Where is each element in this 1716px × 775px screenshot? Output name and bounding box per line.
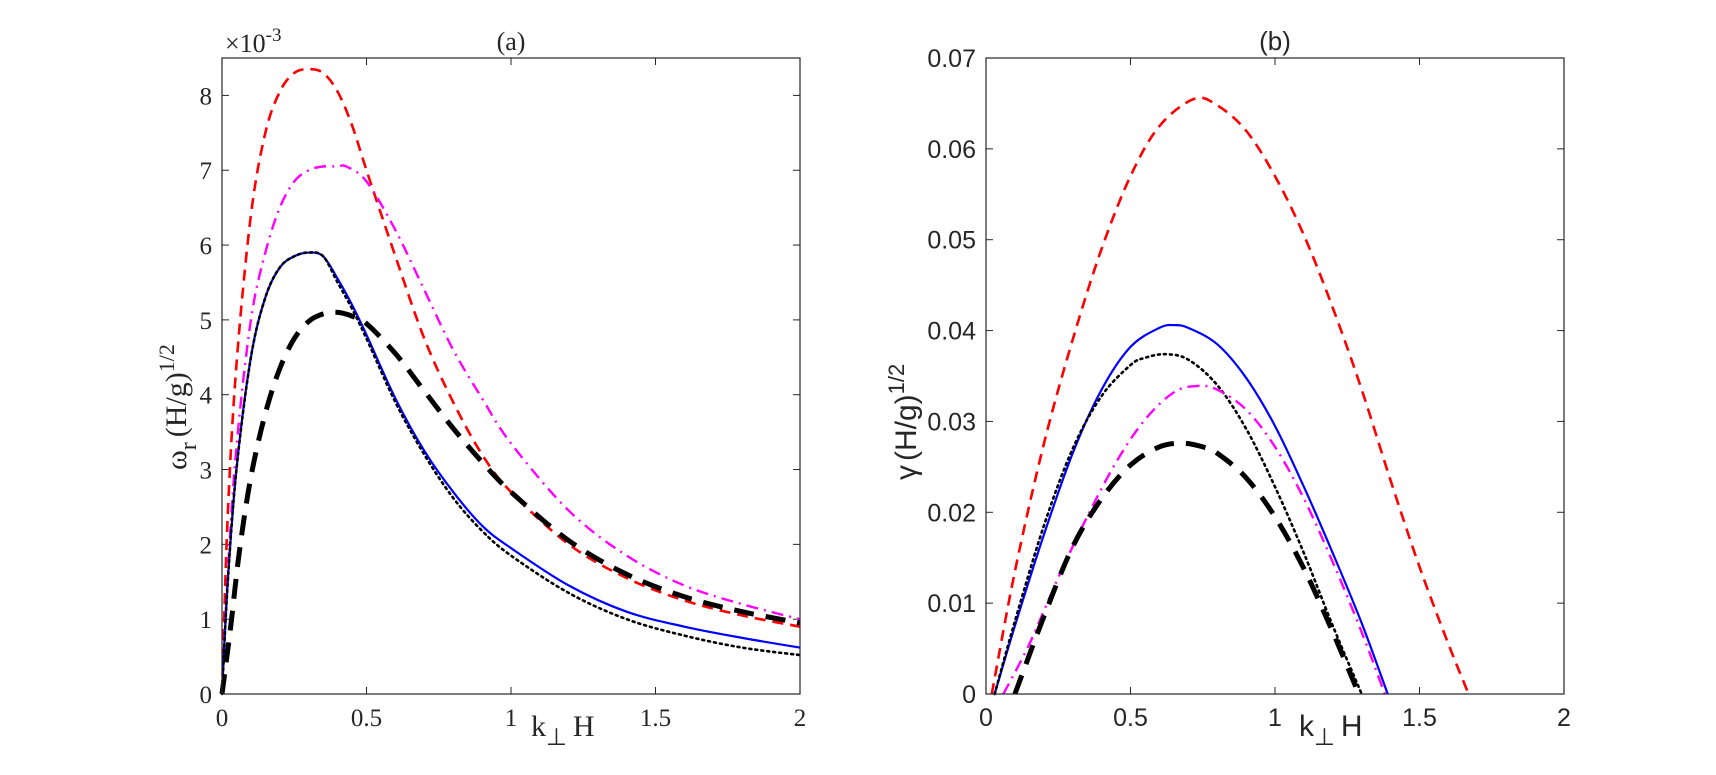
panel-b: 0 0.5 1 1.5 2 0 0.01 0.02 0.03 0.04 0.05 0.06 0.07 (…: [884, 26, 1571, 751]
y-tick-label: 0.02: [927, 499, 976, 527]
series-line-blue-solid: [220, 251, 801, 695]
x-tick-label: 0: [216, 705, 229, 732]
x-tick-label: 2: [1557, 704, 1571, 732]
y-tick-label: 4: [200, 383, 213, 410]
x-tick-label: 0.5: [1113, 704, 1148, 732]
panel-b-axes-box: [985, 57, 1565, 695]
y-tick-label: 0.04: [927, 318, 976, 346]
series-line-black-dotted: [220, 251, 802, 696]
series-line-black-thick-dashed: [219, 309, 801, 695]
y-tick-label: 0.01: [927, 590, 976, 618]
panel-b-xlabel: k⊥ H: [1299, 710, 1363, 751]
panel-b-ticks: [985, 57, 1565, 695]
series-line-black-dotted: [993, 352, 1363, 696]
panel-b-ylabel: γ(H/g)1/2: [884, 364, 923, 480]
panel-a-axes-box: [221, 57, 801, 695]
y-tick-label: 0.06: [927, 136, 976, 164]
series-line-blue-solid: [993, 323, 1389, 695]
panel-a-ylabel: ωr(H/g)1/2: [154, 344, 202, 470]
y-tick-label: 0: [962, 681, 976, 709]
panel-a-tick-labels: 0 0.5 1 1.5 2 0 1 2 3 4 5 6 7 8: [200, 83, 807, 732]
x-tick-label: 1.5: [1402, 704, 1437, 732]
y-tick-label: 2: [200, 532, 213, 559]
series-line-magenta-dashdot: [220, 164, 801, 695]
y-tick-label: 0: [200, 682, 213, 709]
y-tick-label: 5: [200, 308, 213, 335]
panel-a-xlabel: k⊥ H: [531, 710, 595, 751]
y-tick-label: 1: [200, 607, 213, 634]
panel-b-series: [990, 96, 1470, 696]
series-line-red-dashed: [990, 96, 1470, 695]
series-line-magenta-dashdot: [1002, 384, 1386, 695]
y-tick-label: 0.03: [927, 408, 976, 436]
series-line-black-thick-dashed: [1012, 440, 1362, 695]
panel-a-series: [219, 67, 802, 696]
panel-a: 0 0.5 1 1.5 2 0 1 2 3 4 5 6 7 8 (a) ×10-3 k⊥ H ωr(H/g)…: [154, 25, 806, 751]
y-tick-label: 6: [200, 233, 213, 260]
x-tick-label: 2: [794, 705, 807, 732]
x-tick-label: 1.5: [640, 705, 671, 732]
y-tick-label: 0.05: [927, 227, 976, 255]
series-line-red-dashed: [220, 67, 801, 695]
panel-b-tick-labels: 0 0.5 1 1.5 2 0 0.01 0.02 0.03 0.04 0.05 0.06 0.07: [927, 45, 1571, 732]
y-tick-label: 7: [200, 158, 213, 185]
panel-a-exponent: ×10-3: [225, 25, 282, 58]
y-tick-label: 0.07: [927, 45, 976, 73]
panel-b-title: (b): [1259, 26, 1291, 56]
panel-a-title: (a): [497, 27, 526, 56]
panel-a-ticks: [221, 58, 801, 695]
x-tick-label: 0: [979, 704, 993, 732]
x-tick-label: 1: [505, 705, 518, 732]
x-tick-label: 1: [1268, 704, 1282, 732]
y-tick-label: 3: [200, 458, 213, 485]
x-tick-label: 0.5: [351, 705, 382, 732]
y-tick-label: 8: [200, 83, 213, 110]
